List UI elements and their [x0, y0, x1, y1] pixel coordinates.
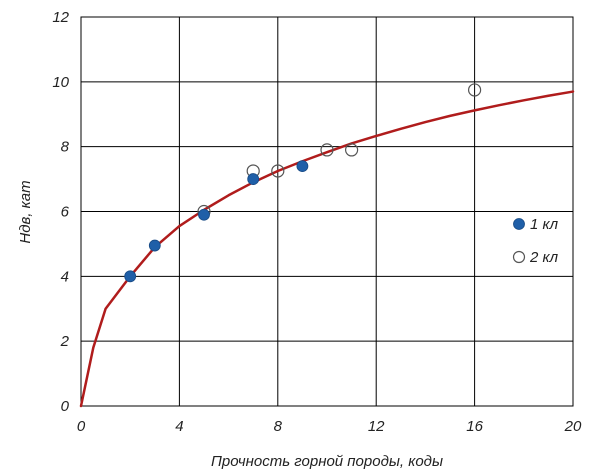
y-tick-label: 4 — [61, 268, 69, 285]
data-point-1-kl — [148, 239, 161, 252]
data-point-2-kl — [271, 164, 285, 178]
legend-marker-1-kl — [513, 218, 525, 230]
y-tick-label: 12 — [52, 9, 69, 26]
tick-labels: 0 4 8 12 16 20 0 2 4 6 8 10 12 — [52, 9, 582, 435]
grid — [80, 16, 574, 407]
x-tick-label: 4 — [175, 418, 183, 435]
trendline-layer — [79, 90, 575, 408]
data-point-1-kl — [247, 173, 260, 185]
legend-label-1-kl: 1 кл — [530, 216, 559, 233]
x-tick-label: 12 — [368, 418, 385, 435]
x-tick-label: 16 — [466, 418, 483, 435]
data-point-2-kl — [320, 143, 334, 157]
data-points — [124, 83, 482, 283]
legend-label-2-kl: 2 кл — [529, 249, 559, 266]
data-point-1-kl — [198, 208, 210, 221]
y-axis-title: Ндв, кат — [17, 180, 34, 243]
legend-marker-2-kl — [512, 250, 526, 264]
y-tick-label: 10 — [52, 74, 69, 91]
y-tick-label: 8 — [61, 139, 70, 156]
data-point-2-kl — [468, 83, 482, 97]
y-tick-label: 6 — [61, 204, 70, 221]
legend: 1 кл 2 кл — [512, 216, 559, 266]
data-point-1-kl — [296, 160, 309, 173]
plot-frame — [80, 16, 574, 407]
x-axis-title: Прочность горной породы, коды — [211, 453, 443, 470]
trendline — [79, 90, 575, 408]
axes — [80, 16, 574, 407]
x-tick-label: 20 — [564, 418, 582, 435]
x-tick-label: 8 — [274, 418, 283, 435]
y-tick-label: 0 — [61, 398, 70, 415]
y-tick-label: 2 — [60, 333, 70, 350]
data-point-2-kl — [345, 143, 359, 157]
data-point-1-kl — [124, 270, 137, 283]
x-tick-label: 0 — [77, 418, 86, 435]
